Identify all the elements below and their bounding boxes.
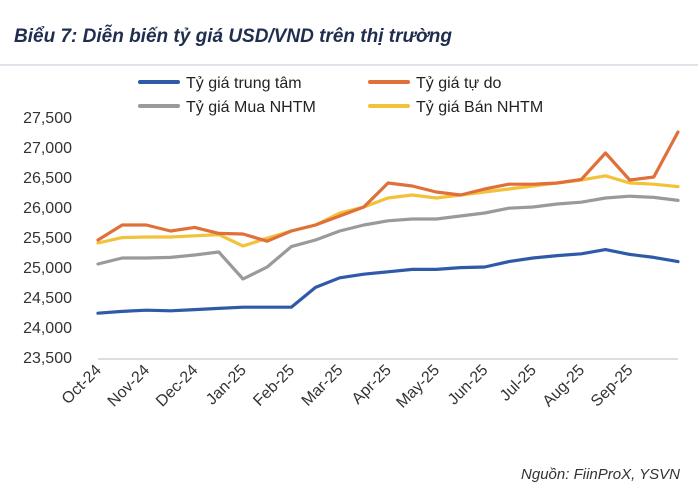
title-divider: [0, 64, 698, 66]
x-tick-label: Mar-25: [299, 362, 347, 410]
x-tick-label: Apr-25: [349, 362, 395, 408]
legend-label: Tỷ giá Bán NHTM: [416, 99, 543, 116]
series-line-1: [96, 248, 680, 315]
x-tick-label: Aug-25: [540, 362, 589, 411]
y-tick-label: 26,000: [23, 200, 72, 217]
series-line-3: [96, 194, 680, 281]
x-tick-label: Jul-25: [497, 362, 540, 405]
x-tick-label: Nov-24: [105, 362, 154, 411]
y-tick-label: 27,000: [23, 140, 72, 157]
y-tick-label: 25,500: [23, 230, 72, 247]
x-tick-label: May-25: [393, 362, 443, 412]
y-tick-label: 26,500: [23, 170, 72, 187]
source-note: Nguồn: FiinProX, YSVN: [521, 466, 680, 483]
series-line-4: [96, 174, 680, 248]
legend-label: Tỷ giá Mua NHTM: [186, 99, 316, 116]
y-tick-label: 24,500: [23, 290, 72, 307]
x-tick-label: Jan-25: [203, 362, 250, 409]
y-tick-label: 24,000: [23, 320, 72, 337]
x-tick-label: Jun-25: [445, 362, 492, 409]
y-tick-label: 23,500: [23, 350, 72, 367]
legend-label: Tỷ giá tự do: [416, 75, 502, 92]
x-tick-label: Sep-25: [588, 362, 637, 411]
chart-title: Biểu 7: Diễn biến tỷ giá USD/VND trên th…: [14, 26, 453, 47]
x-tick-label: Dec-24: [153, 362, 202, 411]
legend-label: Tỷ giá trung tâm: [186, 75, 302, 92]
y-tick-label: 27,500: [23, 110, 72, 127]
series-line-2: [96, 130, 680, 243]
x-tick-label: Oct-24: [59, 362, 105, 408]
x-tick-label: Feb-25: [250, 362, 298, 410]
y-tick-label: 25,000: [23, 260, 72, 277]
